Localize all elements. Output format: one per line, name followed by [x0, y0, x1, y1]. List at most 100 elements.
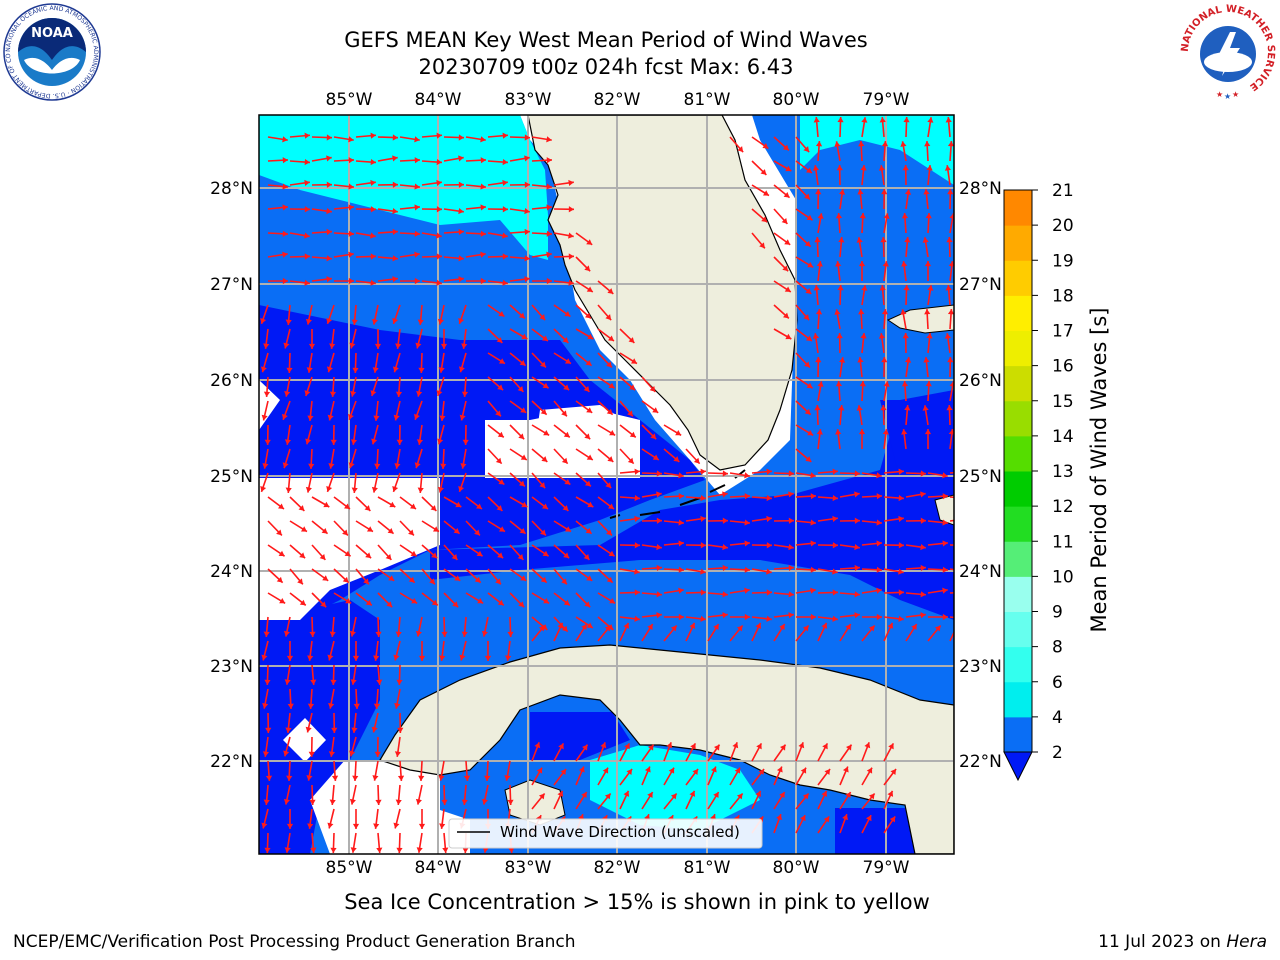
wave-direction-arrowhead: [305, 486, 312, 493]
wave-direction-arrowhead: [437, 318, 444, 325]
wave-direction-arrowhead: [304, 158, 310, 166]
wave-direction-arrowhead: [949, 213, 954, 219]
wave-direction-arrowhead: [634, 568, 640, 575]
wave-direction-arrowhead: [546, 251, 552, 258]
wave-direction-arrowhead: [710, 766, 717, 773]
colorbar-swatch: [1004, 225, 1032, 261]
wave-direction-arrowhead: [656, 612, 662, 619]
wave-direction-arrowhead: [670, 793, 677, 800]
wave-direction-arrowhead: [608, 335, 614, 342]
wave-direction-arrowhead: [865, 815, 872, 822]
wave-direction-arrowhead: [307, 415, 314, 421]
wave-direction-arrowhead: [392, 181, 398, 188]
wave-direction-arrowhead: [480, 251, 486, 258]
wave-direction-arrowhead: [462, 439, 469, 445]
wave-direction-arrowhead: [779, 624, 785, 631]
wave-direction-arrowhead: [480, 136, 486, 143]
wave-direction-arrowhead: [546, 136, 552, 143]
wave-direction-arrowhead: [876, 493, 882, 500]
wave-direction-arrowhead: [310, 679, 317, 685]
lon-labels: 85°W 84°W 83°W 82°W 81°W 80°W 79°W 85°W …: [326, 90, 910, 878]
colorbar-tick-label: 8: [1052, 638, 1063, 658]
wave-direction-arrowhead: [261, 654, 268, 661]
wave-direction-arrowhead: [888, 743, 894, 750]
land-florida: [527, 115, 798, 471]
wave-direction-arrowhead: [461, 343, 468, 349]
wave-direction-arrowhead: [889, 816, 896, 823]
wave-direction-arrowhead: [584, 312, 591, 319]
wave-direction-arrowhead: [948, 261, 954, 267]
wave-direction-arrowhead: [802, 793, 809, 800]
wave-direction-arrowhead: [628, 337, 635, 343]
wave-direction-arrowhead: [854, 612, 860, 619]
wave-direction-arrowhead: [534, 742, 541, 749]
wave-direction-arrowhead: [838, 405, 845, 411]
wave-direction-arrowhead: [563, 599, 570, 606]
wave-direction-arrowhead: [306, 775, 313, 781]
wave-direction-arrowhead: [788, 470, 794, 477]
wave-direction-arrowhead: [942, 613, 948, 621]
wave-direction-arrowhead: [805, 288, 812, 294]
wave-direction-arrowhead: [327, 654, 334, 661]
wave-direction-arrowhead: [543, 430, 550, 436]
wave-direction-arrowhead: [524, 255, 530, 262]
wave-direction-arrowhead: [866, 767, 873, 774]
wave-direction-arrowhead: [454, 575, 461, 581]
wave-direction-arrowhead: [920, 612, 926, 619]
wave-direction-arrowhead: [416, 847, 423, 853]
wave-direction-arrowhead: [455, 501, 462, 508]
wave-direction-arrowhead: [673, 456, 680, 462]
wave-direction-arrowhead: [417, 487, 424, 493]
wave-direction-arrowhead: [394, 702, 401, 709]
wave-direction-arrowhead: [524, 181, 530, 188]
wave-direction-arrowhead: [860, 333, 867, 339]
period-band-4-6-ne: [800, 115, 954, 185]
wave-direction-arrowhead: [429, 578, 435, 585]
wave-direction-arrowhead: [458, 276, 464, 283]
wave-direction-arrowhead: [810, 566, 816, 573]
wave-direction-arrowhead: [965, 495, 970, 501]
footer-credit: NCEP/EMC/Verification Post Processing Pr…: [13, 932, 576, 952]
wave-direction-arrowhead: [788, 564, 794, 572]
wave-direction-arrowhead: [584, 480, 591, 487]
wave-direction-arrowhead: [606, 361, 612, 368]
wave-direction-arrowhead: [394, 751, 401, 757]
wave-direction-arrowhead: [627, 410, 633, 417]
colorbar-tick-label: 21: [1052, 181, 1074, 201]
period-band-4-6-south: [590, 745, 760, 830]
wave-direction-arrowhead: [583, 553, 590, 560]
wave-direction-arrowhead: [349, 342, 356, 349]
wave-direction-arrowhead: [342, 576, 349, 583]
wave-direction-arrowhead: [480, 204, 486, 211]
wave-direction-arrowhead: [652, 454, 659, 460]
wave-direction-arrowhead: [304, 179, 310, 186]
wave-direction-arrowhead: [800, 767, 807, 774]
wave-direction-arrowhead: [563, 552, 570, 559]
wave-direction-arrowhead: [734, 767, 741, 774]
wave-direction-arrowhead: [352, 823, 360, 829]
wave-direction-arrowhead: [881, 189, 888, 195]
colorbar-tick-label: 17: [1052, 322, 1074, 342]
wave-direction-arrowhead: [766, 494, 772, 502]
wave-direction-arrowhead: [678, 540, 684, 547]
wave-direction-arrowhead: [536, 767, 543, 774]
wave-direction-arrowhead: [810, 472, 816, 479]
wave-direction-arrowhead: [806, 214, 813, 221]
wave-direction-arrowhead: [788, 612, 794, 619]
wave-direction-arrowhead: [305, 438, 312, 445]
wave-direction-arrowhead: [557, 622, 564, 629]
wave-direction-arrowhead: [299, 552, 306, 559]
wave-direction-arrowhead: [348, 183, 354, 190]
wave-direction-arrowhead: [948, 429, 954, 435]
wave-direction-arrowhead: [308, 463, 315, 469]
wave-direction-arrowhead: [812, 165, 819, 171]
wave-direction-arrowhead: [474, 576, 481, 583]
lon-label-bottom: 83°W: [505, 858, 552, 878]
wave-direction-arrowhead: [282, 157, 288, 164]
wave-direction-arrowhead: [807, 262, 814, 268]
wave-direction-arrowhead: [344, 503, 350, 510]
wave-direction-arrowhead: [260, 318, 267, 324]
wave-direction-arrowhead: [700, 468, 706, 475]
lat-label-left: 27°N: [210, 275, 253, 295]
wave-direction-arrowhead: [693, 457, 700, 464]
